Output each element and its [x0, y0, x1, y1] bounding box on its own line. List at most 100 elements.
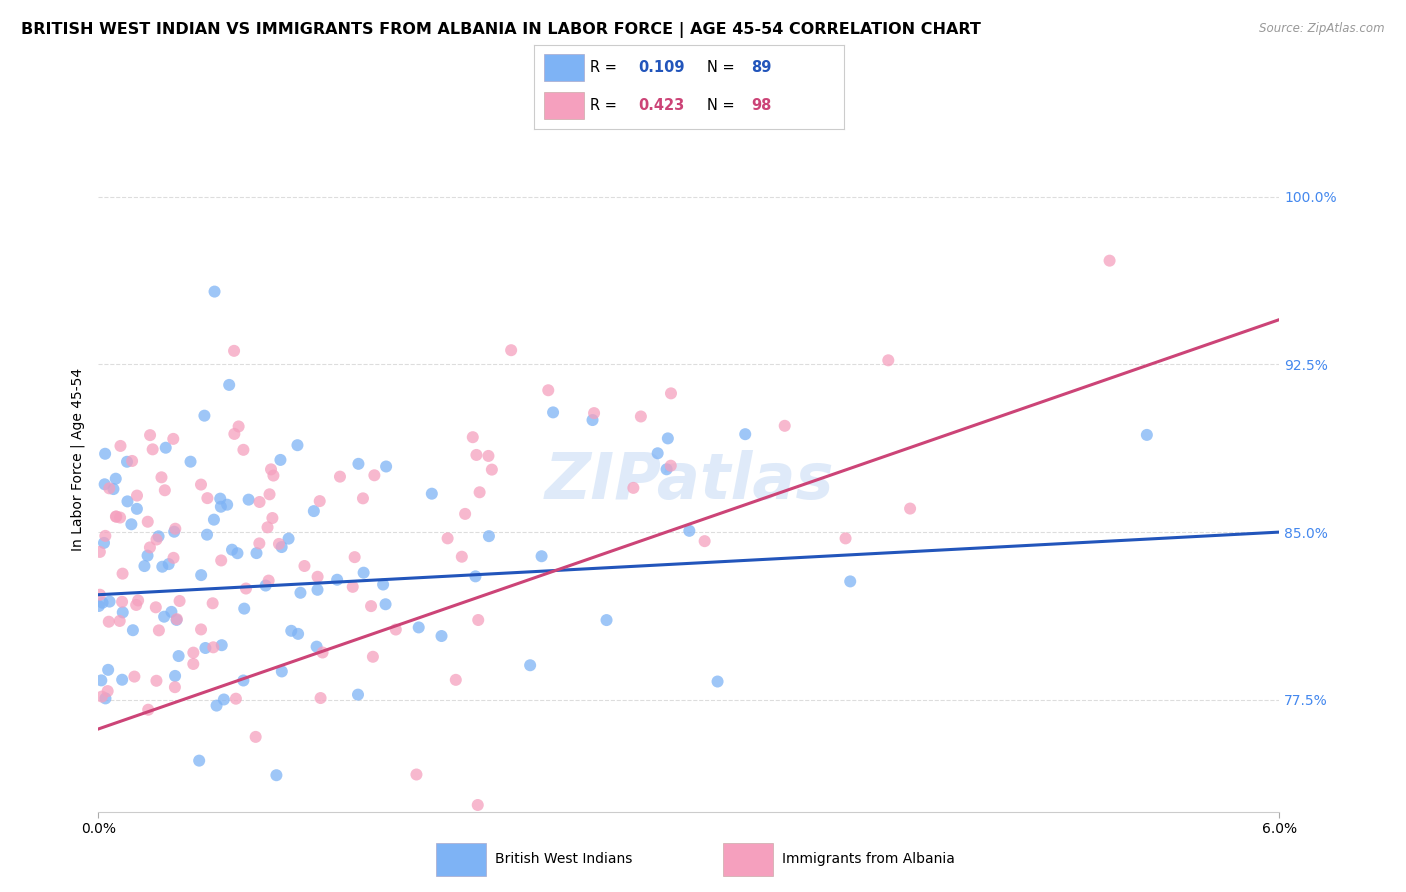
Point: [464, 569, 486, 583]
Point: [136, 549, 159, 563]
Point: [225, 691, 247, 706]
Point: [157, 557, 180, 571]
Point: [163, 680, 186, 694]
Point: [630, 409, 652, 424]
Point: [405, 767, 427, 781]
Point: [834, 532, 856, 546]
Point: [659, 386, 682, 401]
Point: [461, 430, 484, 444]
Point: [257, 574, 280, 588]
Point: [262, 511, 284, 525]
Point: [290, 586, 312, 600]
Point: [343, 550, 366, 565]
Point: [226, 546, 249, 560]
Point: [127, 593, 149, 607]
Text: BRITISH WEST INDIAN VS IMMIGRANTS FROM ALBANIA IN LABOR FORCE | AGE 45-54 CORREL: BRITISH WEST INDIAN VS IMMIGRANTS FROM A…: [21, 22, 981, 38]
Point: [98, 594, 121, 608]
Point: [238, 492, 260, 507]
Text: ZIPatlas: ZIPatlas: [544, 450, 834, 511]
Point: [1098, 253, 1121, 268]
Point: [87, 599, 110, 613]
Point: [145, 600, 167, 615]
Point: [201, 596, 224, 610]
Point: [202, 513, 225, 527]
Text: Source: ZipAtlas.com: Source: ZipAtlas.com: [1260, 22, 1385, 36]
Point: [120, 517, 142, 532]
Point: [839, 574, 862, 589]
Point: [342, 580, 364, 594]
Point: [877, 353, 900, 368]
Point: [249, 495, 271, 509]
Point: [353, 566, 375, 580]
Point: [581, 413, 603, 427]
Text: 98: 98: [751, 98, 770, 113]
Point: [329, 469, 352, 483]
Point: [326, 573, 349, 587]
Point: [465, 448, 488, 462]
Point: [205, 698, 228, 713]
Point: [153, 609, 176, 624]
Point: [204, 285, 226, 299]
Point: [212, 692, 235, 706]
Text: 89: 89: [751, 60, 770, 75]
Point: [260, 462, 283, 476]
Point: [136, 703, 159, 717]
Point: [115, 455, 138, 469]
Point: [89, 545, 111, 559]
Point: [224, 426, 246, 441]
Point: [209, 500, 232, 514]
Point: [165, 669, 187, 683]
Point: [193, 409, 215, 423]
Point: [195, 527, 218, 541]
Point: [134, 559, 156, 574]
Point: [122, 624, 145, 638]
Point: [430, 629, 453, 643]
Point: [90, 673, 112, 688]
Point: [91, 596, 114, 610]
Point: [110, 439, 132, 453]
Point: [647, 446, 669, 460]
Point: [541, 405, 564, 419]
Point: [167, 648, 190, 663]
Point: [1136, 428, 1159, 442]
Point: [121, 454, 143, 468]
Point: [139, 541, 162, 555]
Point: [150, 559, 173, 574]
Point: [519, 658, 541, 673]
Point: [361, 649, 384, 664]
Point: [148, 624, 170, 638]
Point: [111, 595, 134, 609]
Point: [89, 588, 111, 602]
Point: [309, 691, 332, 706]
Point: [217, 498, 239, 512]
Point: [262, 468, 284, 483]
Point: [481, 462, 503, 476]
FancyBboxPatch shape: [544, 54, 583, 81]
Point: [621, 481, 644, 495]
Point: [111, 673, 134, 687]
Point: [97, 615, 120, 629]
Point: [256, 520, 278, 534]
Point: [125, 501, 148, 516]
Point: [267, 537, 290, 551]
Point: [136, 515, 159, 529]
Point: [190, 477, 212, 491]
Point: [478, 529, 501, 543]
Point: [145, 673, 167, 688]
Point: [165, 522, 187, 536]
Point: [98, 481, 121, 495]
Point: [194, 640, 217, 655]
Point: [188, 754, 211, 768]
Point: [228, 419, 250, 434]
Point: [734, 427, 756, 442]
Point: [142, 442, 165, 457]
Point: [311, 646, 333, 660]
Point: [266, 768, 288, 782]
Point: [155, 441, 177, 455]
Point: [166, 612, 188, 626]
Point: [247, 536, 270, 550]
Point: [211, 638, 233, 652]
Point: [307, 582, 329, 597]
Point: [363, 468, 385, 483]
Point: [468, 485, 491, 500]
